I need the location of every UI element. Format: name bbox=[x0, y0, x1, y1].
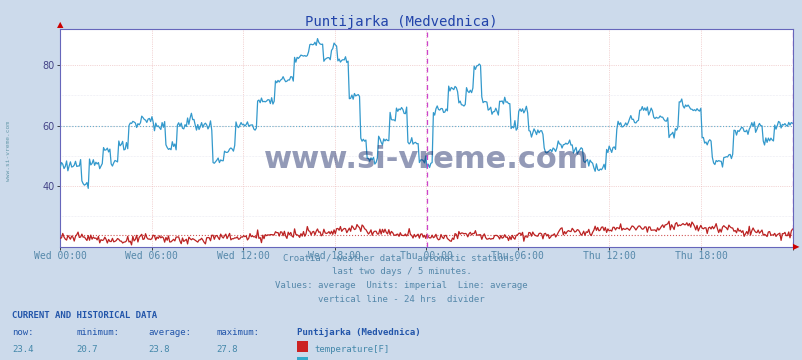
Text: vertical line - 24 hrs  divider: vertical line - 24 hrs divider bbox=[318, 295, 484, 304]
Text: Puntijarka (Medvednica): Puntijarka (Medvednica) bbox=[297, 328, 420, 337]
Text: 27.8: 27.8 bbox=[217, 345, 238, 354]
Text: average:: average: bbox=[148, 328, 192, 337]
Text: last two days / 5 minutes.: last two days / 5 minutes. bbox=[331, 267, 471, 276]
Text: now:: now: bbox=[12, 328, 34, 337]
Text: www.si-vreme.com: www.si-vreme.com bbox=[6, 121, 11, 181]
Text: Croatia / weather data - automatic stations.: Croatia / weather data - automatic stati… bbox=[283, 254, 519, 263]
Text: 20.7: 20.7 bbox=[76, 345, 98, 354]
Text: maximum:: maximum: bbox=[217, 328, 260, 337]
Text: ▶: ▶ bbox=[792, 242, 798, 251]
Text: CURRENT AND HISTORICAL DATA: CURRENT AND HISTORICAL DATA bbox=[12, 311, 157, 320]
Text: Values: average  Units: imperial  Line: average: Values: average Units: imperial Line: av… bbox=[275, 281, 527, 290]
Text: www.si-vreme.com: www.si-vreme.com bbox=[263, 145, 589, 174]
Text: minimum:: minimum: bbox=[76, 328, 119, 337]
Text: temperature[F]: temperature[F] bbox=[314, 345, 389, 354]
Text: Puntijarka (Medvednica): Puntijarka (Medvednica) bbox=[305, 15, 497, 29]
Text: 23.4: 23.4 bbox=[12, 345, 34, 354]
Text: 23.8: 23.8 bbox=[148, 345, 170, 354]
Text: ▲: ▲ bbox=[57, 20, 63, 29]
